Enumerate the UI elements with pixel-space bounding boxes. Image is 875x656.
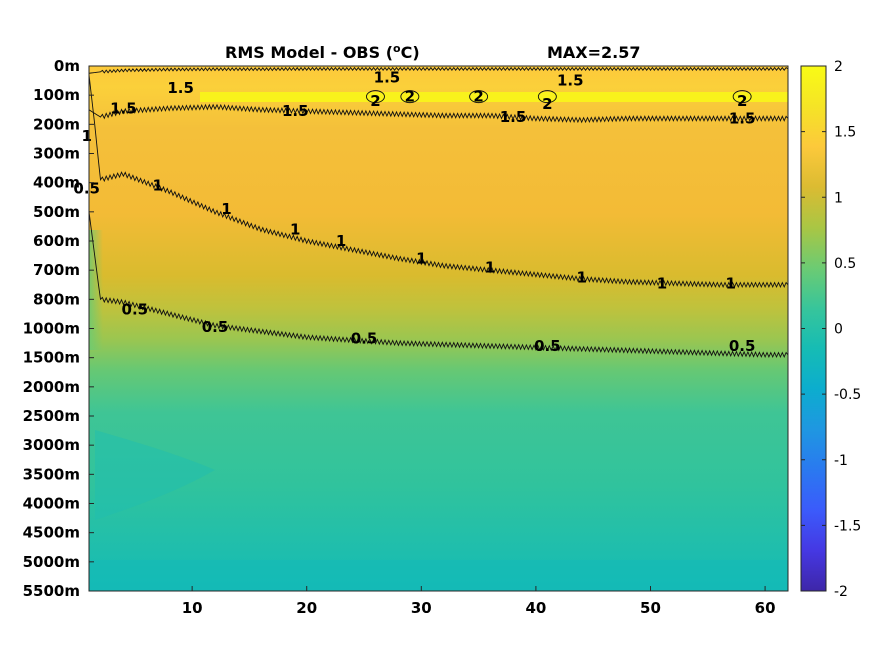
y-tick-label: 100m xyxy=(33,86,80,104)
contour-blob-2 xyxy=(732,90,752,104)
x-axis: 10 20 30 40 50 60 xyxy=(182,586,776,617)
y-tick-label: 1500m xyxy=(23,349,80,367)
y-tick-label: 2500m xyxy=(23,407,80,425)
colorbar-tick-label: 1 xyxy=(834,190,843,206)
contour-label: 0.5 xyxy=(351,330,378,348)
colorbar-tick-label: -1 xyxy=(834,453,848,469)
heatmap-deep-low-patch xyxy=(95,430,215,520)
contour-label: 2 xyxy=(542,95,552,113)
contour-label: 1 xyxy=(725,274,735,292)
max-label: MAX=2.57 xyxy=(547,43,641,62)
contour-label: 1.5 xyxy=(557,72,584,90)
colorbar-tick-label: 0 xyxy=(834,322,843,338)
y-tick-label: 5000m xyxy=(23,553,80,571)
y-tick-label: 1000m xyxy=(23,320,80,338)
colorbar-ticks: 2 1.5 1 0.5 0 -0.5 -1 -1.5 -2 xyxy=(801,59,861,600)
contour-label: 2 xyxy=(473,88,483,106)
y-tick-label: 700m xyxy=(33,261,80,279)
y-tick-label: 0m xyxy=(54,57,80,75)
heatmap-bottom-band xyxy=(89,560,788,591)
y-tick-label: 2000m xyxy=(23,378,80,396)
contour-label: 0.5 xyxy=(122,301,149,319)
chart-title: RMS Model - OBS (oC) xyxy=(225,42,420,62)
y-tick-label: 4000m xyxy=(23,495,80,513)
contour-label: 1.5 xyxy=(729,110,756,128)
contour-line-1-5 xyxy=(88,103,789,124)
contour-label: 1.5 xyxy=(110,99,137,117)
x-tick-label: 40 xyxy=(525,599,546,617)
contour-label: 1 xyxy=(577,268,587,286)
y-tick-label: 5500m xyxy=(23,582,80,600)
x-tick-label: 20 xyxy=(296,599,317,617)
contour-line-0-5 xyxy=(88,109,789,359)
contour-layer xyxy=(88,66,789,359)
y-tick-label: 200m xyxy=(33,115,80,133)
y-tick-label: 600m xyxy=(33,232,80,250)
contour-line-1 xyxy=(88,74,789,289)
contour-label: 1 xyxy=(336,232,346,250)
contour-line-1-5 xyxy=(88,66,789,74)
y-tick-label: 500m xyxy=(33,203,80,221)
y-tick-label: 800m xyxy=(33,290,80,308)
contour-blob-2 xyxy=(469,90,489,104)
contour-label: 0.5 xyxy=(534,337,561,355)
contour-label: 2 xyxy=(405,88,415,106)
x-tick-label: 30 xyxy=(411,599,432,617)
contour-label: 1.5 xyxy=(374,69,401,87)
y-tick-label: 300m xyxy=(33,145,80,163)
colorbar-tick-label: -1.5 xyxy=(834,518,861,534)
heatmap-max-band xyxy=(200,92,788,102)
contour-label: 1.5 xyxy=(282,102,309,120)
contour-label: 1 xyxy=(416,250,426,268)
contour-label: 1 xyxy=(153,177,163,195)
contour-label: 1 xyxy=(657,274,667,292)
contour-label: 1 xyxy=(81,127,91,145)
contour-label: 1 xyxy=(290,220,300,238)
contour-blob-2 xyxy=(400,90,420,104)
colorbar-tick-label: 0.5 xyxy=(834,256,856,272)
y-tick-label: 3000m xyxy=(23,436,80,454)
contour-label: 2 xyxy=(370,92,380,110)
contour-label: 1 xyxy=(485,258,495,276)
heatmap-field xyxy=(89,66,788,591)
contour-blob-2 xyxy=(537,90,557,104)
contour-label: 1.5 xyxy=(500,108,527,126)
colorbar: 2 1.5 1 0.5 0 -0.5 -1 -1.5 -2 xyxy=(800,59,861,600)
contour-label: 0.5 xyxy=(73,180,100,198)
colorbar-tick-label: -2 xyxy=(834,584,848,600)
x-tick-label: 10 xyxy=(182,599,203,617)
y-tick-label: 4500m xyxy=(23,524,80,542)
y-tick-label: 3500m xyxy=(23,465,80,483)
contour-label: 0.5 xyxy=(202,318,229,336)
x-tick-label: 60 xyxy=(755,599,776,617)
heatmap-left-band xyxy=(89,230,103,350)
y-axis: 0m 100m 200m 300m 400m 500m 600m 700m 800m 1000m 1… xyxy=(23,57,94,600)
colorbar-tick-label: 2 xyxy=(834,59,843,75)
y-tick-label: 400m xyxy=(33,174,80,192)
colorbar-fill xyxy=(801,66,826,591)
contour-label: 2 xyxy=(737,92,747,110)
colorbar-tick-label: 1.5 xyxy=(834,125,856,141)
colorbar-tick-label: -0.5 xyxy=(834,387,861,403)
contour-blob-2 xyxy=(366,90,385,104)
contour-label: 1 xyxy=(221,200,231,218)
contour-label: 1.5 xyxy=(167,79,194,97)
contour-label: 0.5 xyxy=(729,337,756,355)
x-tick-label: 50 xyxy=(640,599,661,617)
